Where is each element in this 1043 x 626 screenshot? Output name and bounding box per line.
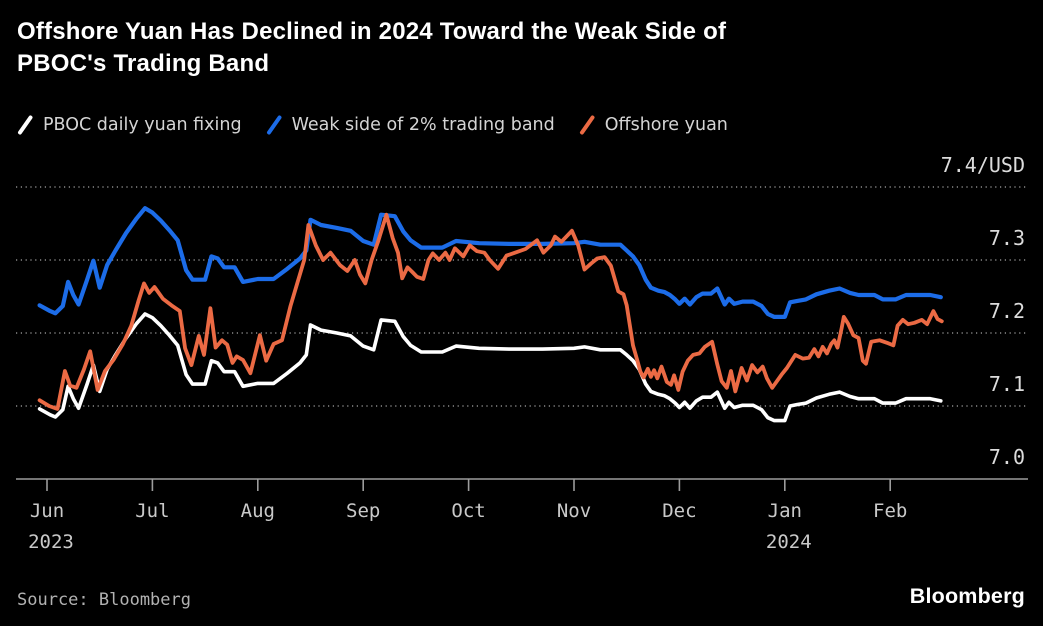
- x-tick-label-feb: Feb: [873, 500, 908, 522]
- x-year-label-2023: 2023: [28, 531, 74, 553]
- source-text: Source: Bloomberg: [17, 590, 191, 610]
- series-line-weak-side-of-2-trading-band: [37, 206, 943, 319]
- y-tick-label-7.4: 7.4/USD: [940, 153, 1025, 177]
- legend-item-pboc-daily-yuan-fixing: PBOC daily yuan fixing: [17, 114, 242, 136]
- y-tick-label-7.1: 7.1: [988, 372, 1025, 396]
- x-tick-label-jun: Jun: [29, 500, 65, 522]
- weak-side-of-2-trading-band-legend-slash-icon: [266, 115, 282, 135]
- offshore-yuan-legend-slash-icon: [579, 115, 595, 135]
- x-tick-label-oct: Oct: [451, 500, 486, 522]
- pboc-daily-yuan-fixing-legend-slash-icon: [18, 115, 33, 135]
- y-tick-label-7.0: 7.0: [988, 445, 1025, 469]
- legend-label: PBOC daily yuan fixing: [43, 115, 242, 135]
- x-tick-label-jan: Jan: [767, 500, 802, 522]
- y-tick-label-7.3: 7.3: [988, 226, 1025, 250]
- legend-label: Weak side of 2% trading band: [291, 115, 555, 135]
- chart-title-line1: Offshore Yuan Has Declined in 2024 Towar…: [17, 18, 727, 45]
- chart-title: Offshore Yuan Has Declined in 2024 Towar…: [17, 16, 726, 79]
- legend-item-offshore-yuan: Offshore yuan: [579, 114, 728, 136]
- x-tick-label-jul: Jul: [135, 500, 170, 522]
- x-tick-label-sep: Sep: [346, 500, 381, 522]
- x-tick-label-nov: Nov: [556, 500, 592, 522]
- x-tick-label-aug: Aug: [240, 500, 275, 522]
- legend-item-weak-side-of-2-trading-band: Weak side of 2% trading band: [266, 114, 555, 136]
- legend-label: Offshore yuan: [604, 115, 728, 135]
- series-line-offshore-yuan: [37, 212, 944, 411]
- chart-title-line2: PBOC's Trading Band: [17, 49, 270, 77]
- y-tick-label-7.2: 7.2: [988, 299, 1025, 323]
- chart-legend: PBOC daily yuan fixing Weak side of 2% tr…: [17, 114, 728, 136]
- series-line-pboc-daily-yuan-fixing: [37, 312, 943, 423]
- x-year-label-2024: 2024: [765, 531, 812, 553]
- x-tick-label-dec: Dec: [662, 500, 697, 522]
- bloomberg-logo: Bloomberg: [909, 584, 1025, 608]
